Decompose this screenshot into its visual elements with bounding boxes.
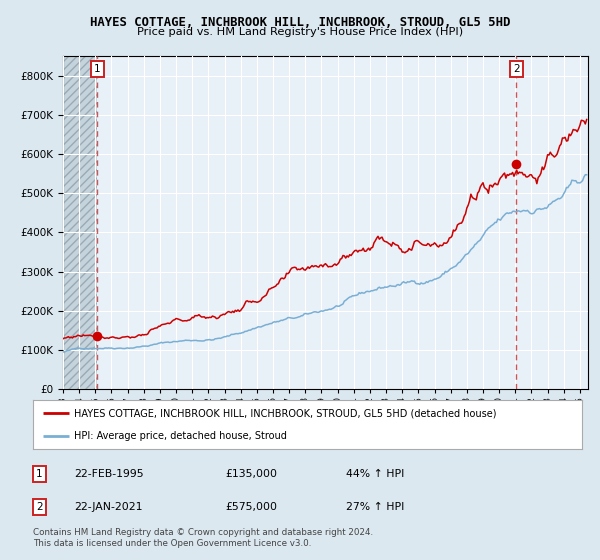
Text: 22-JAN-2021: 22-JAN-2021 — [74, 502, 143, 512]
Text: 1: 1 — [36, 469, 43, 479]
Text: 1: 1 — [94, 64, 101, 74]
Text: 2: 2 — [513, 64, 520, 74]
Text: Contains HM Land Registry data © Crown copyright and database right 2024.
This d: Contains HM Land Registry data © Crown c… — [33, 528, 373, 548]
Text: HPI: Average price, detached house, Stroud: HPI: Average price, detached house, Stro… — [74, 431, 287, 441]
Text: £135,000: £135,000 — [225, 469, 277, 479]
Text: 27% ↑ HPI: 27% ↑ HPI — [346, 502, 404, 512]
Text: £575,000: £575,000 — [225, 502, 277, 512]
Text: 44% ↑ HPI: 44% ↑ HPI — [346, 469, 404, 479]
Text: 2: 2 — [36, 502, 43, 512]
Bar — [63, 56, 97, 389]
Text: Price paid vs. HM Land Registry's House Price Index (HPI): Price paid vs. HM Land Registry's House … — [137, 27, 463, 37]
Text: 22-FEB-1995: 22-FEB-1995 — [74, 469, 144, 479]
Text: HAYES COTTAGE, INCHBROOK HILL, INCHBROOK, STROUD, GL5 5HD (detached house): HAYES COTTAGE, INCHBROOK HILL, INCHBROOK… — [74, 408, 497, 418]
Text: HAYES COTTAGE, INCHBROOK HILL, INCHBROOK, STROUD, GL5 5HD: HAYES COTTAGE, INCHBROOK HILL, INCHBROOK… — [90, 16, 510, 29]
